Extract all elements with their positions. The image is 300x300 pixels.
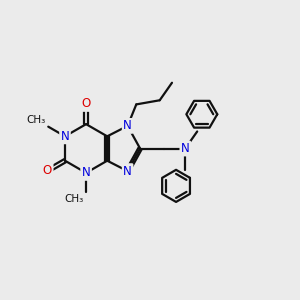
Text: CH₃: CH₃ bbox=[27, 115, 46, 125]
Text: N: N bbox=[123, 119, 132, 132]
Text: N: N bbox=[61, 130, 69, 143]
Text: O: O bbox=[82, 98, 91, 110]
Text: N: N bbox=[82, 167, 91, 179]
Text: CH₃: CH₃ bbox=[64, 194, 84, 204]
Text: N: N bbox=[123, 165, 132, 178]
Text: O: O bbox=[43, 164, 52, 177]
Text: N: N bbox=[181, 142, 190, 155]
